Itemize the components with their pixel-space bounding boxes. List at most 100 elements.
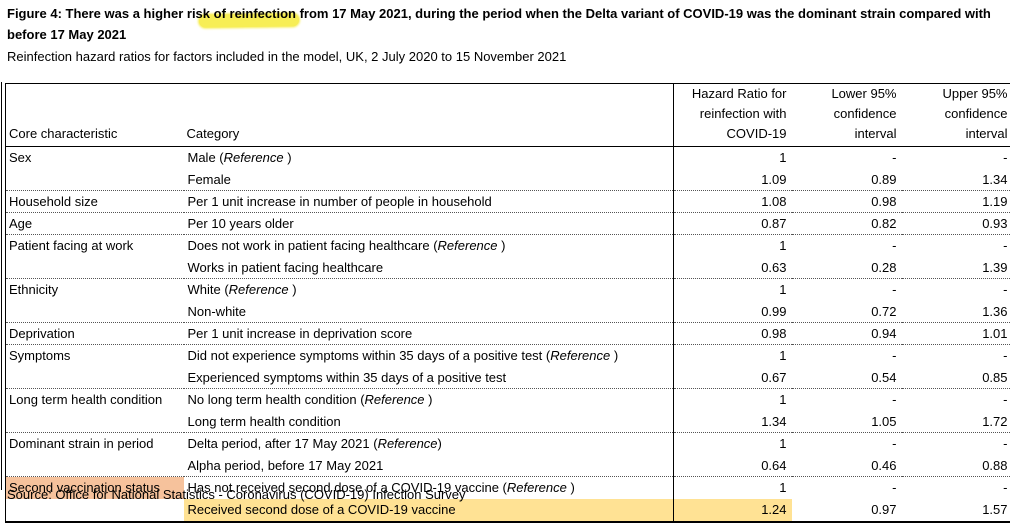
- cell-hazard-ratio: 1: [673, 476, 792, 499]
- cell-upper-ci: 0.88: [901, 455, 1010, 477]
- cell-category: Alpha period, before 17 May 2021: [183, 455, 674, 477]
- cell-core-characteristic: [5, 257, 184, 279]
- cell-upper-ci: -: [1003, 238, 1008, 253]
- cell-core-characteristic: [5, 301, 184, 323]
- cell-core-characteristic: [5, 367, 184, 389]
- cell-category: Non-white: [183, 301, 674, 323]
- cell-lower-ci: -: [892, 282, 897, 297]
- table-row: Age Per 10 years older 0.87 0.82 0.93: [5, 212, 1010, 235]
- cell-category: No long term health condition (Reference…: [187, 392, 433, 407]
- table-row: Patient facing at work Does not work in p…: [6, 234, 1010, 257]
- cell-upper-ci: -: [1003, 348, 1008, 363]
- table-row: Ethnicity White (Reference ) 1 - -: [6, 278, 1010, 301]
- cell-category: Experienced symptoms within 35 days of a…: [183, 367, 674, 389]
- cell-category: Works in patient facing healthcare: [183, 257, 674, 279]
- table-row: Symptoms Did not experience symptoms with…: [6, 344, 1010, 367]
- cell-hazard-ratio: 0.67: [673, 367, 792, 389]
- cell-core-characteristic: Household size: [5, 190, 184, 213]
- cell-hazard-ratio: 1: [673, 388, 792, 411]
- cell-lower-ci: 0.28: [791, 257, 902, 279]
- cell-lower-ci: -: [892, 238, 897, 253]
- cell-upper-ci: 1.19: [901, 190, 1010, 213]
- cell-upper-ci: 1.72: [901, 411, 1010, 433]
- cell-lower-ci: -: [892, 150, 897, 165]
- cell-lower-ci: 0.54: [791, 367, 902, 389]
- cell-lower-ci: 0.98: [791, 190, 902, 213]
- cell-upper-ci: 1.57: [982, 502, 1008, 517]
- table-row: Female 1.09 0.89 1.34: [5, 169, 1010, 191]
- source-note: Source: Office for National Statistics -…: [7, 487, 466, 502]
- cell-hazard-ratio: 1.34: [673, 411, 792, 433]
- cell-hazard-ratio: 0.87: [673, 212, 792, 235]
- table-row: Long term health condition No long term h…: [6, 388, 1010, 411]
- table-row: Alpha period, before 17 May 2021 0.64 0.46…: [5, 455, 1010, 477]
- cell-lower-ci: 1.05: [791, 411, 902, 433]
- table-row: Household size Per 1 unit increase in num…: [5, 190, 1010, 213]
- page-title: Figure 4: There was a higher risk of rei…: [7, 3, 1010, 45]
- cell-upper-ci: -: [1003, 392, 1008, 407]
- cell-category: Did not experience symptoms within 35 da…: [187, 348, 619, 363]
- header-row: Core characteristic Category Hazard Rati…: [5, 83, 1010, 147]
- cell-category: Male (Reference ): [187, 150, 292, 165]
- cell-lower-ci: -: [892, 480, 897, 495]
- cell-hazard-ratio: 1.08: [673, 190, 792, 213]
- cell-hazard-ratio: 1: [673, 234, 792, 257]
- cell-core-characteristic: Long term health condition: [9, 392, 163, 407]
- cell-upper-ci: -: [1003, 480, 1008, 495]
- cell-hazard-ratio: 1: [673, 146, 792, 169]
- header-core-characteristic: Core characteristic: [9, 126, 118, 141]
- page-title-line1: Figure 4: There was a higher risk of rei…: [7, 6, 991, 21]
- figure-page: Figure 4: There was a higher risk of rei…: [1, 3, 1010, 523]
- cell-upper-ci: 1.39: [901, 257, 1010, 279]
- table-row: Sex Male (Reference ) 1 - -: [6, 146, 1010, 169]
- header-lower-ci: Lower 95% confidence interval: [831, 86, 897, 141]
- cell-core-characteristic: Age: [5, 212, 184, 235]
- cell-upper-ci: 0.85: [901, 367, 1010, 389]
- page-subtitle: Reinfection hazard ratios for factors in…: [7, 49, 567, 64]
- cell-core-characteristic: Second vaccination status: [5, 476, 184, 499]
- header-hazard-ratio: Hazard Ratio for reinfection with COVID-…: [673, 83, 792, 147]
- cell-category: Long term health condition: [183, 411, 674, 433]
- cell-core-characteristic: Ethnicity: [9, 282, 59, 297]
- cell-hazard-ratio: 0.64: [673, 455, 792, 477]
- table-row: Non-white 0.99 0.72 1.36: [5, 301, 1010, 323]
- cell-hazard-ratio: 0.98: [673, 322, 792, 345]
- cell-upper-ci: 1.01: [901, 322, 1010, 345]
- cell-hazard-ratio: 0.99: [673, 301, 792, 323]
- cell-hazard-ratio: 1.24: [673, 499, 792, 522]
- cell-core-characteristic: [5, 411, 184, 433]
- cell-category: Female: [183, 169, 674, 191]
- cell-core-characteristic: Dominant strain in period: [9, 436, 154, 451]
- cell-category: White (Reference ): [187, 282, 297, 297]
- cell-core-characteristic: Symptoms: [9, 348, 71, 363]
- table-body: Sex Male (Reference ) 1- - Female 1.09 0.89 1.3…: [5, 146, 1010, 522]
- cell-core-characteristic: Patient facing at work: [9, 238, 134, 253]
- table-outer-left-border: [1, 82, 2, 490]
- table-row: Works in patient facing healthcare 0.63 0.…: [5, 257, 1010, 279]
- cell-core-characteristic: [5, 455, 184, 477]
- table-row: Received second dose of a COVID-19 vacci…: [6, 499, 1010, 522]
- cell-hazard-ratio: 1.09: [673, 169, 792, 191]
- cell-category: Received second dose of a COVID-19 vacci…: [183, 499, 674, 522]
- header-upper-ci: Upper 95% confidence interval: [942, 86, 1008, 141]
- results-table: Core characteristic Category Hazard Rati…: [5, 83, 1010, 523]
- cell-lower-ci: 0.94: [791, 322, 902, 345]
- cell-core-characteristic: [6, 499, 184, 522]
- page-title-line2: before 17 May 2021: [7, 27, 127, 42]
- header-category: Category: [186, 126, 240, 141]
- cell-lower-ci: -: [892, 392, 897, 407]
- cell-lower-ci: 0.82: [791, 212, 902, 235]
- cell-core-characteristic: Deprivation: [5, 322, 184, 345]
- cell-lower-ci: -: [892, 348, 897, 363]
- cell-hazard-ratio: 0.63: [673, 257, 792, 279]
- cell-hazard-ratio: 1: [673, 432, 792, 455]
- cell-upper-ci: -: [1003, 436, 1008, 451]
- table-row: Long term health condition 1.34 1.05 1.72: [5, 411, 1010, 433]
- cell-core-characteristic: Sex: [9, 150, 32, 165]
- table-row: Dominant strain in period Delta period, a…: [6, 432, 1010, 455]
- cell-category: Delta period, after 17 May 2021 (Referen…: [187, 436, 442, 451]
- cell-category: Per 1 unit increase in number of people …: [183, 190, 674, 213]
- cell-lower-ci: 0.89: [791, 169, 902, 191]
- cell-category: Has not received second dose of a COVID-…: [187, 480, 575, 495]
- table-row: Second vaccination status Has not receive…: [5, 476, 1010, 499]
